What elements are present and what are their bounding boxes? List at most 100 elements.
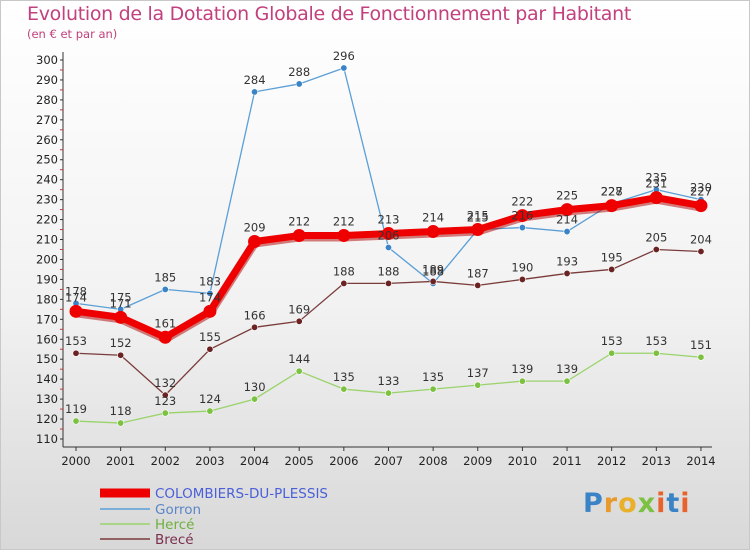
logo-letter: t bbox=[666, 488, 681, 519]
data-point bbox=[292, 229, 306, 243]
logo-letter: x bbox=[637, 488, 657, 519]
data-label: 123 bbox=[154, 394, 176, 408]
y-tick-label: 120 bbox=[36, 412, 58, 426]
data-point bbox=[161, 285, 169, 293]
data-label: 135 bbox=[422, 370, 444, 384]
data-point bbox=[114, 310, 128, 324]
data-point bbox=[206, 407, 214, 415]
series-herc- bbox=[72, 349, 705, 427]
data-label: 130 bbox=[244, 380, 266, 394]
y-tick-label: 170 bbox=[36, 312, 58, 326]
data-label: 188 bbox=[378, 264, 400, 278]
legend-label: COLOMBIERS-DU-PLESSIS bbox=[155, 486, 328, 502]
data-point bbox=[563, 228, 571, 236]
logo-letter: i bbox=[656, 488, 667, 519]
data-label: 284 bbox=[244, 73, 266, 87]
legend-item: COLOMBIERS-DU-PLESSIS bbox=[100, 486, 328, 502]
logo-letter: i bbox=[680, 488, 691, 519]
y-tick-label: 220 bbox=[36, 213, 58, 227]
data-point bbox=[605, 199, 619, 213]
legend-item: Gorron bbox=[100, 502, 201, 518]
data-label: 183 bbox=[199, 274, 221, 288]
data-label: 153 bbox=[65, 334, 87, 348]
data-point bbox=[474, 381, 482, 389]
data-label: 215 bbox=[467, 209, 489, 223]
y-tick-label: 130 bbox=[36, 392, 58, 406]
y-tick-label: 270 bbox=[36, 113, 58, 127]
y-tick-label: 290 bbox=[36, 73, 58, 87]
data-label: 213 bbox=[378, 213, 400, 227]
y-tick-label: 190 bbox=[36, 272, 58, 286]
data-label: 171 bbox=[110, 296, 132, 310]
y-tick-label: 210 bbox=[36, 233, 58, 247]
y-tick-label: 260 bbox=[36, 133, 58, 147]
data-point bbox=[69, 304, 83, 318]
data-label: 161 bbox=[154, 316, 176, 330]
data-label: 205 bbox=[645, 231, 667, 245]
data-point bbox=[295, 317, 303, 325]
x-tick-label: 2000 bbox=[61, 454, 90, 468]
data-label: 288 bbox=[288, 65, 310, 79]
data-point bbox=[694, 199, 708, 213]
series-colombiers-du-plessis bbox=[69, 191, 708, 344]
data-label: 212 bbox=[333, 215, 355, 229]
data-point bbox=[429, 385, 437, 393]
data-label: 212 bbox=[288, 215, 310, 229]
data-label: 137 bbox=[467, 366, 489, 380]
data-point bbox=[161, 409, 169, 417]
data-point bbox=[560, 203, 574, 217]
data-point bbox=[340, 385, 348, 393]
data-point bbox=[206, 289, 214, 297]
data-label: 235 bbox=[645, 171, 667, 185]
data-label: 209 bbox=[244, 221, 266, 235]
data-label: 214 bbox=[422, 211, 444, 225]
data-point bbox=[72, 349, 80, 357]
x-tick-label: 2004 bbox=[240, 454, 269, 468]
x-tick-label: 2002 bbox=[151, 454, 180, 468]
data-label: 227 bbox=[601, 185, 623, 199]
data-label: 175 bbox=[110, 290, 132, 304]
data-point bbox=[697, 353, 705, 361]
data-label: 230 bbox=[690, 181, 712, 195]
data-label: 187 bbox=[467, 266, 489, 280]
y-tick-label: 200 bbox=[36, 252, 58, 266]
chart-title: Evolution de la Dotation Globale de Fonc… bbox=[27, 3, 632, 25]
y-tick-label: 230 bbox=[36, 193, 58, 207]
legend-label: Brecé bbox=[155, 532, 194, 548]
y-tick-label: 180 bbox=[36, 292, 58, 306]
data-label: 215 bbox=[467, 211, 489, 225]
x-tick-label: 2008 bbox=[418, 454, 447, 468]
data-point bbox=[295, 367, 303, 375]
data-point bbox=[251, 88, 259, 96]
data-point bbox=[248, 235, 262, 249]
data-point bbox=[384, 279, 392, 287]
data-label: 174 bbox=[199, 290, 221, 304]
y-tick-label: 110 bbox=[36, 432, 58, 446]
data-label: 174 bbox=[65, 290, 87, 304]
data-point bbox=[203, 304, 217, 318]
data-label: 214 bbox=[556, 213, 578, 227]
data-label: 153 bbox=[601, 334, 623, 348]
data-label: 178 bbox=[65, 284, 87, 298]
data-point bbox=[295, 80, 303, 88]
x-tick-label: 2011 bbox=[552, 454, 581, 468]
data-label: 152 bbox=[110, 336, 132, 350]
data-label: 204 bbox=[690, 232, 712, 246]
x-tick-label: 2003 bbox=[195, 454, 224, 468]
data-point bbox=[72, 417, 80, 425]
data-label: 153 bbox=[645, 334, 667, 348]
data-point bbox=[518, 275, 526, 283]
data-label: 155 bbox=[199, 330, 221, 344]
data-point bbox=[426, 225, 440, 239]
data-label: 166 bbox=[244, 308, 266, 322]
data-point bbox=[161, 391, 169, 399]
data-label: 231 bbox=[645, 177, 667, 191]
x-tick-label: 2010 bbox=[508, 454, 537, 468]
y-tick-label: 250 bbox=[36, 153, 58, 167]
x-tick-label: 2005 bbox=[285, 454, 314, 468]
data-point bbox=[251, 323, 259, 331]
data-point bbox=[515, 209, 529, 223]
data-label: 206 bbox=[378, 229, 400, 243]
x-tick-label: 2012 bbox=[597, 454, 626, 468]
